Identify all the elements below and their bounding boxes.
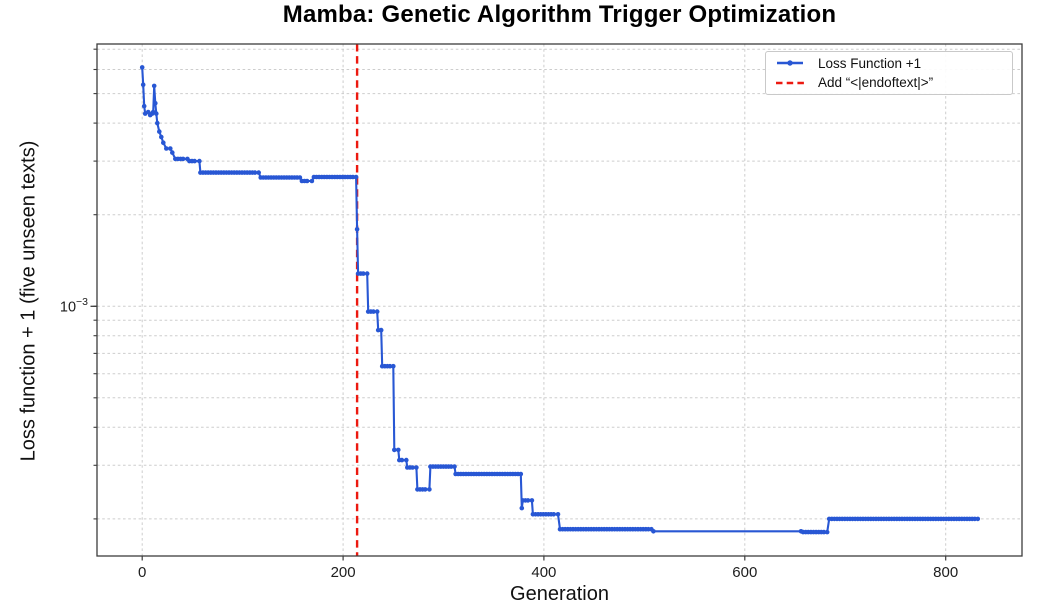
marker-dot [364, 271, 370, 276]
marker-dot [529, 498, 535, 503]
x-tick-label: 600 [732, 564, 757, 581]
marker-dot [354, 227, 360, 232]
loss-line [141, 66, 979, 534]
marker-dot [154, 111, 159, 116]
legend-loss-marker-icon [787, 60, 793, 66]
marker-dot [414, 465, 419, 470]
marker-dot [555, 512, 561, 517]
legend-endoftext-dash-sample [776, 81, 804, 85]
marker-dot [515, 471, 521, 477]
x-tick-label: 400 [531, 564, 556, 581]
marker-dot [304, 178, 310, 184]
marker-dot [139, 65, 145, 70]
marker-dot [525, 498, 531, 503]
x-tick-label: 0 [138, 564, 146, 581]
marker-dot [410, 465, 415, 470]
y-tick-label: 10−3 [60, 296, 88, 316]
marker-dot [294, 175, 300, 180]
plot-border [96, 43, 1023, 557]
marker-dot [387, 363, 393, 369]
marker-dot [374, 309, 380, 314]
marker-dot [151, 83, 157, 89]
marker-dot [197, 158, 202, 164]
marker-dot [159, 134, 164, 140]
x-tick-label: 800 [933, 564, 958, 581]
marker-dot [399, 457, 405, 463]
marker-dot [164, 146, 169, 151]
marker-dot [396, 447, 401, 453]
marker-dot [551, 512, 556, 517]
marker-dot [392, 447, 397, 453]
marker-dot [170, 150, 175, 155]
marker-dot [141, 103, 147, 109]
marker-dot [361, 271, 366, 276]
marker-dot [256, 170, 262, 175]
marker-dot [646, 526, 651, 532]
legend-loss-line-sample [777, 60, 803, 66]
marker-dot [651, 529, 656, 534]
marker-dot [422, 487, 428, 492]
legend: Loss Function +1 Add “<|endoftext|>” [765, 51, 1013, 95]
marker-dot [391, 363, 396, 369]
marker-dot [371, 309, 376, 314]
marker-dot [519, 505, 525, 511]
marker-dot [252, 170, 258, 175]
chart-title: Mamba: Genetic Algorithm Trigger Optimiz… [282, 1, 837, 28]
marker-dot [350, 174, 356, 180]
marker-dot [168, 146, 173, 151]
marker-dot [180, 156, 186, 162]
marker-dot [157, 129, 162, 134]
x-tick-label: 200 [331, 564, 356, 581]
marker-dot [353, 174, 359, 180]
marker-dot [309, 178, 315, 184]
legend-entry-endoftext: Add “<|endoftext|>” [766, 74, 1012, 93]
marker-dot [140, 82, 146, 87]
marker-dot [155, 120, 160, 126]
marker-dot [378, 327, 384, 333]
marker-dot [161, 140, 166, 145]
marker-dot [824, 529, 830, 535]
legend-label-endoftext: Add “<|endoftext|>” [818, 75, 934, 91]
marker-dot [821, 529, 827, 535]
marker-dot [972, 516, 978, 522]
marker-dot [192, 158, 197, 164]
marker-dot [404, 457, 409, 463]
marker-dot [153, 100, 158, 106]
legend-entry-loss: Loss Function +1 [766, 54, 1012, 73]
marker-dot [448, 464, 454, 469]
marker-dot [427, 487, 432, 492]
x-axis-label: Generation [510, 583, 609, 605]
marker-dot [452, 464, 457, 469]
legend-label-loss: Loss Function +1 [818, 55, 922, 71]
